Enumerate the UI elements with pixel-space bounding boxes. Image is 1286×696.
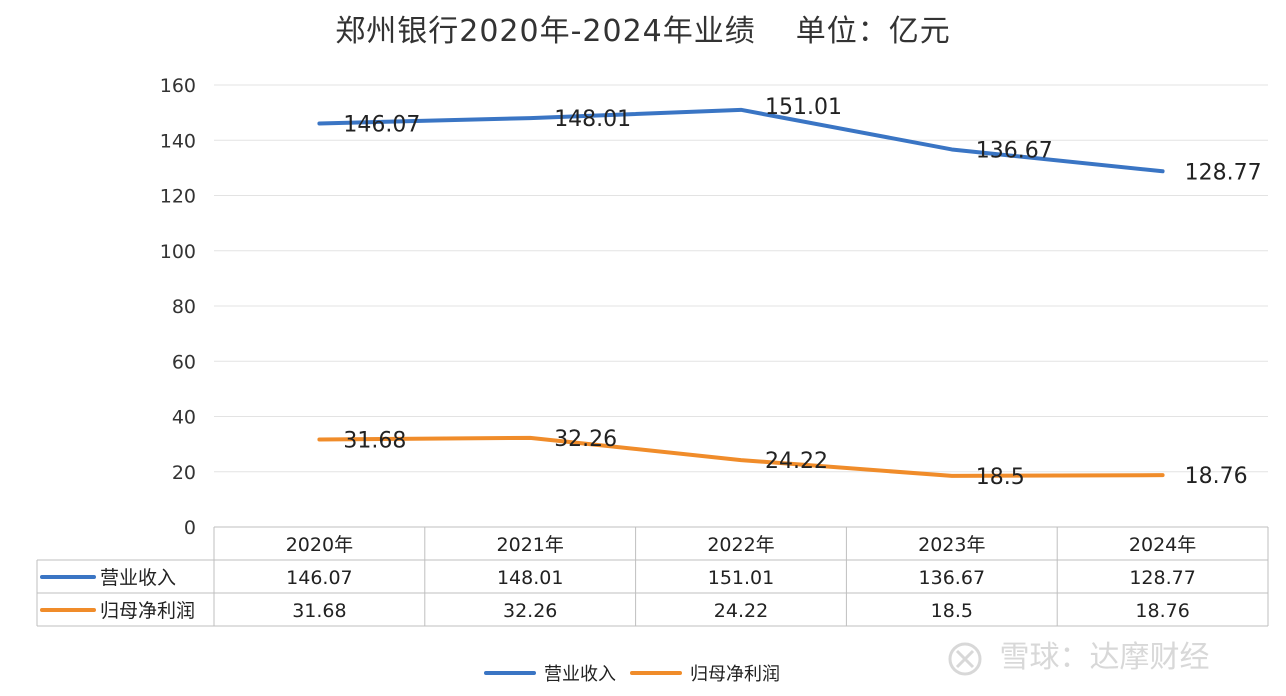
y-tick-label: 80 <box>172 296 196 318</box>
x-category-label: 2022年 <box>707 534 774 556</box>
table-cell-revenue: 136.67 <box>919 567 985 589</box>
table-cell-net-profit: 24.22 <box>714 600 768 622</box>
y-tick-label: 100 <box>160 241 196 263</box>
legend-label-net-profit: 归母净利润 <box>690 664 780 685</box>
data-label-revenue: 151.01 <box>765 95 842 120</box>
x-category-label: 2023年 <box>918 534 985 556</box>
table-cell-revenue: 148.01 <box>497 567 563 589</box>
y-tick-label: 20 <box>172 462 196 484</box>
legend-swatch-revenue <box>484 671 536 675</box>
legend-item-revenue: 营业收入 <box>484 660 616 686</box>
table-cell-net-profit: 31.68 <box>292 600 346 622</box>
y-tick-label: 0 <box>184 517 196 539</box>
table-series-name-net-profit: 归母净利润 <box>100 600 195 622</box>
watermark: 雪球：达摩财经 <box>948 632 1210 676</box>
table-cell-net-profit: 32.26 <box>503 600 557 622</box>
x-category-label: 2021年 <box>497 534 564 556</box>
table-series-name-revenue: 营业收入 <box>100 567 176 589</box>
watermark-text: 雪球：达摩财经 <box>999 640 1210 675</box>
data-label-revenue: 128.77 <box>1185 160 1262 185</box>
data-label-net-profit: 32.26 <box>554 427 617 452</box>
table-cell-net-profit: 18.5 <box>931 600 973 622</box>
chart-unit-label: 单位：亿元 <box>795 14 951 49</box>
data-label-revenue: 146.07 <box>343 112 420 137</box>
series-line-revenue <box>317 107 1165 174</box>
table-cell-revenue: 151.01 <box>708 567 774 589</box>
table-cell-revenue: 128.77 <box>1129 567 1195 589</box>
x-category-label: 2024年 <box>1129 534 1196 556</box>
chart-legend: 营业收入 归母净利润 <box>484 660 794 686</box>
snowball-logo-icon <box>948 642 982 675</box>
series-line-net-profit <box>317 435 1165 478</box>
table-cell-revenue: 146.07 <box>286 567 352 589</box>
chart-title: 郑州银行2020年-2024年业绩 单位：亿元 <box>0 6 1286 50</box>
legend-swatch-net-profit <box>630 671 682 675</box>
legend-label-revenue: 营业收入 <box>544 664 616 685</box>
data-label-revenue: 136.67 <box>976 138 1053 163</box>
data-label-revenue: 148.01 <box>554 107 631 132</box>
y-tick-label: 140 <box>160 130 196 152</box>
y-tick-label: 120 <box>160 186 196 208</box>
y-tick-label: 160 <box>160 75 196 97</box>
data-label-net-profit: 31.68 <box>343 428 406 453</box>
legend-item-net-profit: 归母净利润 <box>630 660 780 686</box>
data-label-net-profit: 18.76 <box>1185 464 1248 489</box>
x-category-label: 2020年 <box>286 534 353 556</box>
data-label-net-profit: 24.22 <box>765 449 828 474</box>
y-tick-label: 60 <box>172 351 196 373</box>
chart-title-text: 郑州银行2020年-2024年业绩 <box>335 14 756 49</box>
data-label-net-profit: 18.5 <box>976 465 1025 490</box>
table-cell-net-profit: 18.76 <box>1135 600 1189 622</box>
y-tick-label: 40 <box>172 407 196 429</box>
